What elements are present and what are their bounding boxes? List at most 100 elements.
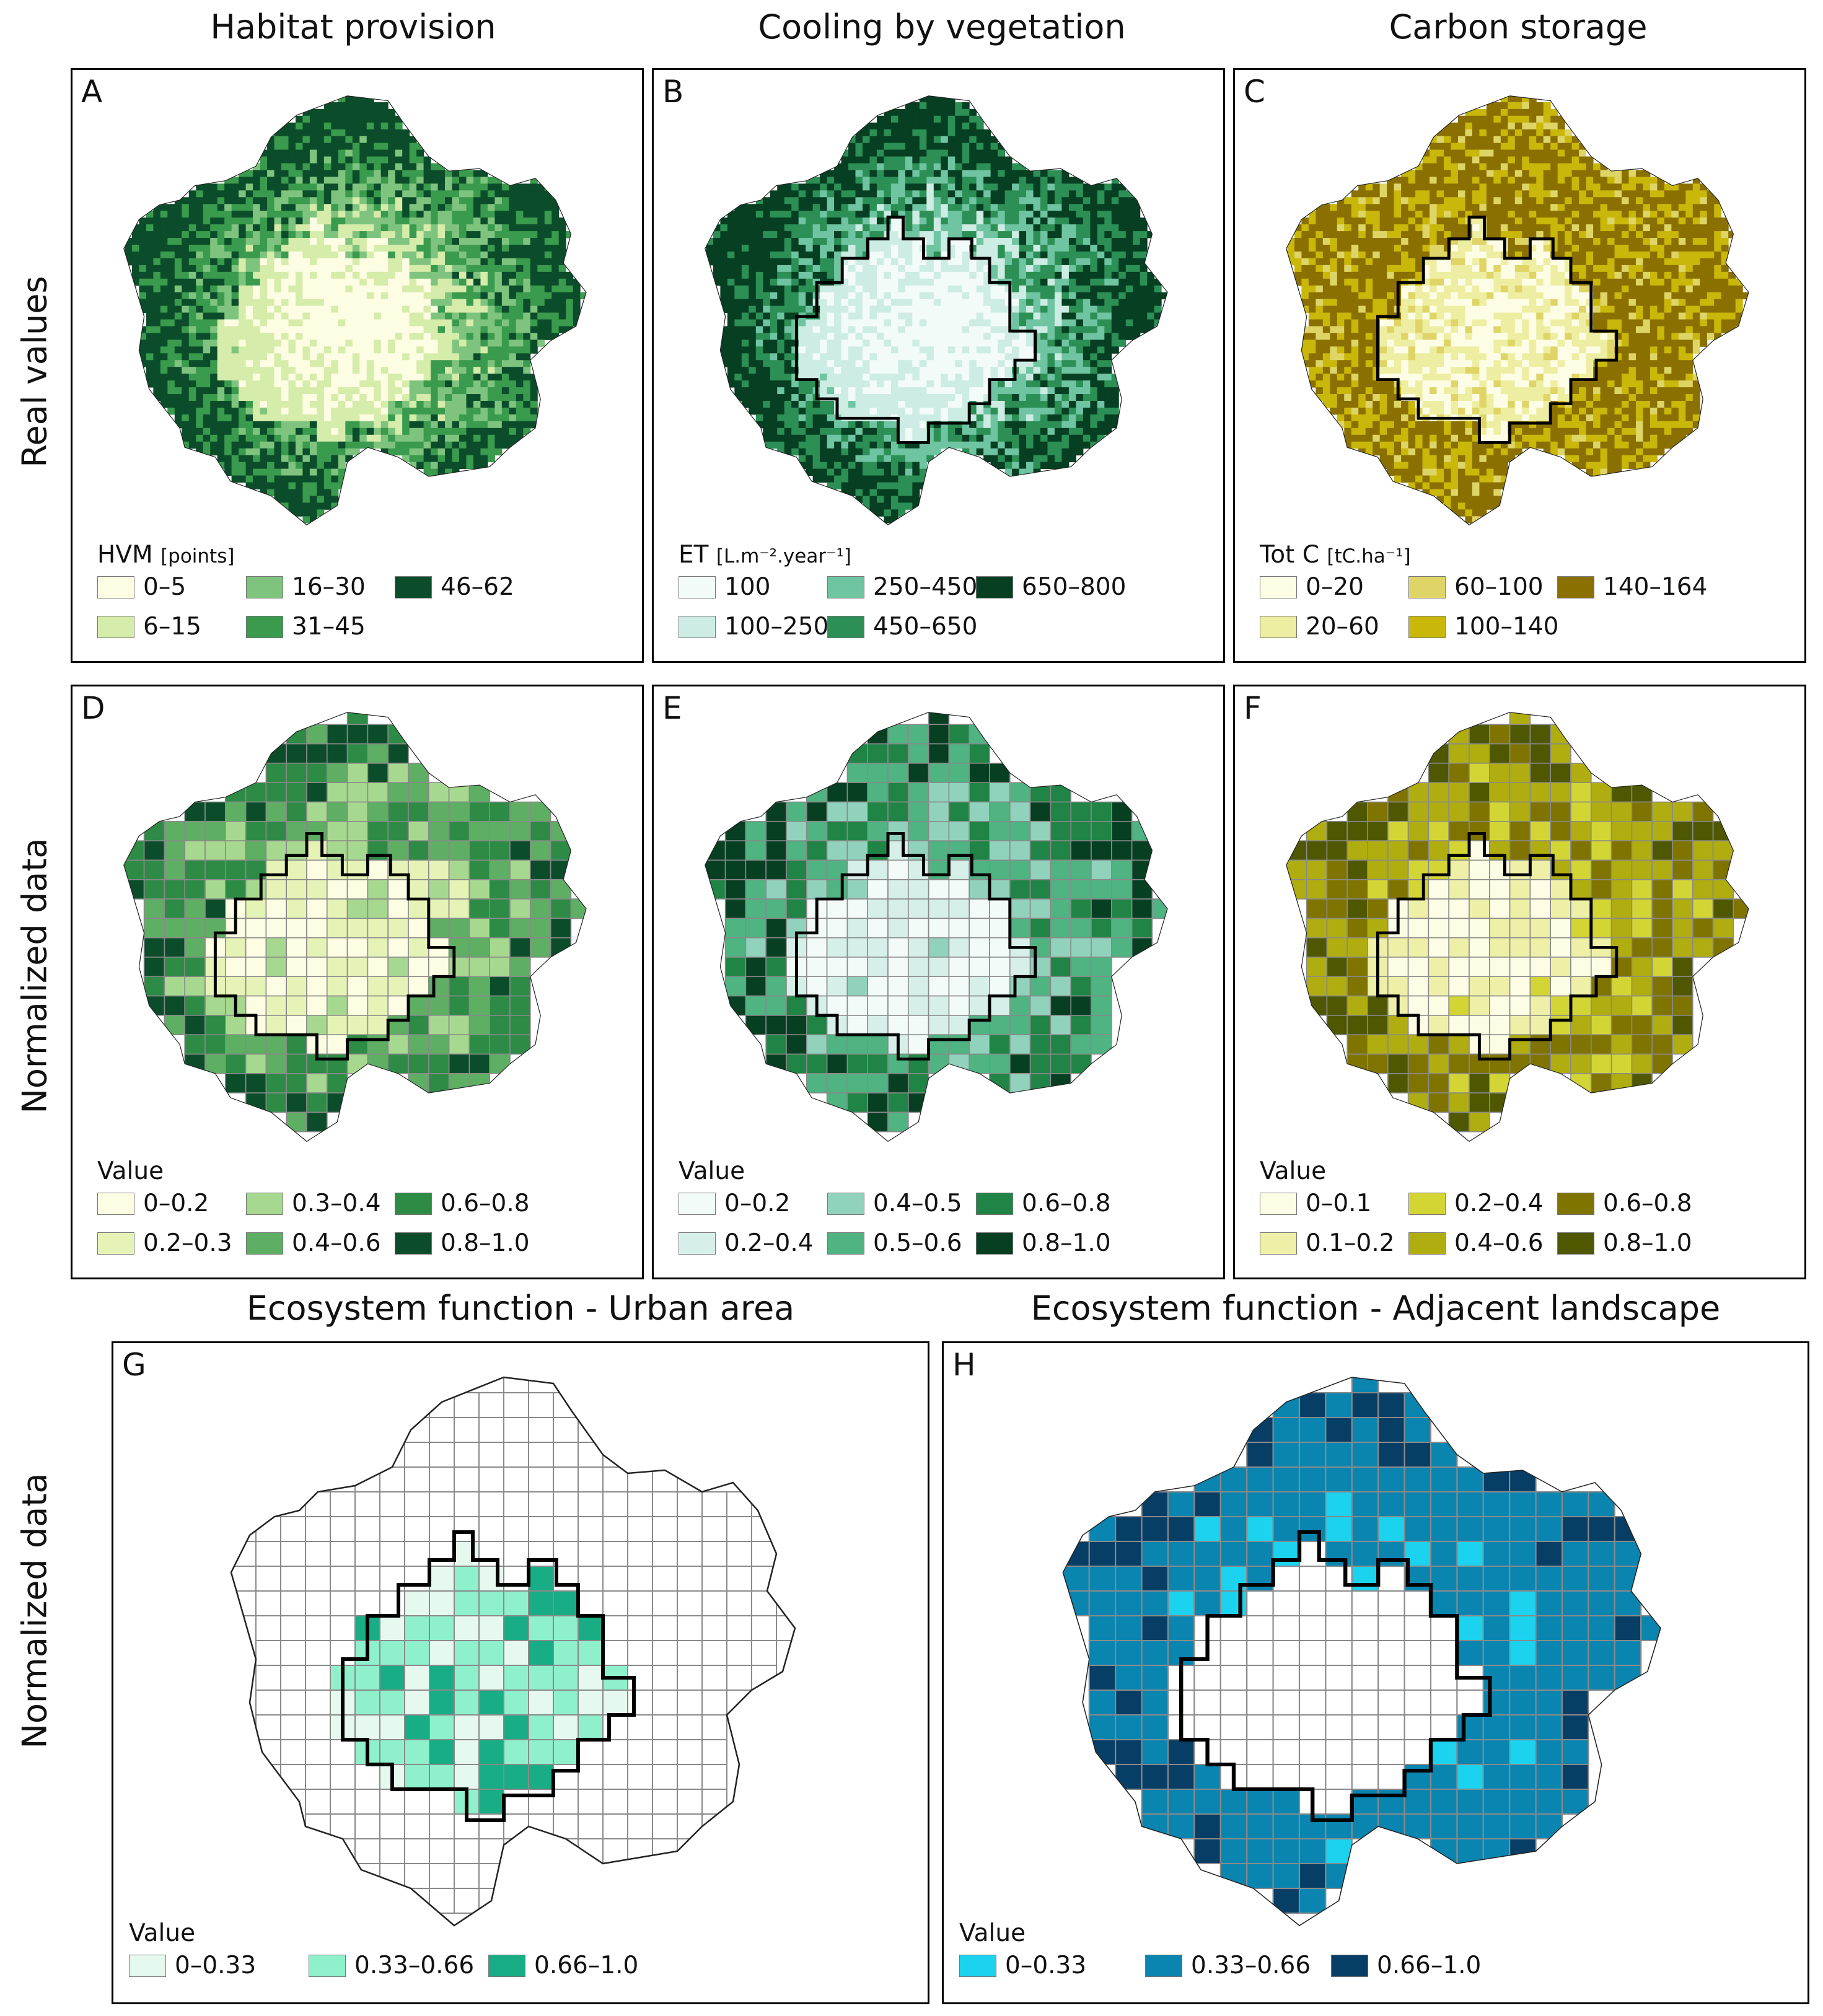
raster-cell <box>1076 197 1084 204</box>
raster-cell <box>1054 360 1062 367</box>
raster-cell <box>487 285 495 293</box>
raster-cell <box>267 462 275 470</box>
raster-cell <box>374 312 382 320</box>
raster-cell <box>431 244 439 252</box>
raster-cell <box>1061 183 1070 191</box>
raster-cell <box>260 292 268 300</box>
raster-cell <box>841 163 849 170</box>
raster-cell <box>245 482 253 489</box>
raster-cell <box>210 353 218 361</box>
raster-cell <box>890 299 898 307</box>
raster-cell <box>245 360 253 367</box>
raster-cell <box>1118 190 1127 198</box>
raster-cell <box>466 387 474 395</box>
raster-cell <box>884 258 892 266</box>
raster-cell <box>380 292 389 300</box>
raster-cell <box>416 400 424 408</box>
raster-cell <box>345 374 353 381</box>
raster-cell <box>160 251 168 259</box>
raster-cell <box>1076 217 1084 225</box>
raster-cell <box>523 312 531 320</box>
raster-cell <box>146 238 154 245</box>
raster-cell <box>551 258 560 266</box>
raster-cell <box>806 190 814 198</box>
raster-cell <box>416 217 424 225</box>
raster-cell <box>260 231 268 239</box>
raster-cell <box>473 265 481 273</box>
raster-cell <box>876 115 884 123</box>
raster-cell <box>274 387 282 395</box>
raster-cell <box>302 502 310 510</box>
raster-cell <box>395 136 403 144</box>
raster-cell <box>827 374 835 381</box>
raster-cell <box>395 278 403 286</box>
raster-cell <box>1097 285 1105 293</box>
raster-cell <box>1026 394 1034 401</box>
raster-cell <box>926 271 934 279</box>
raster-cell <box>260 407 268 415</box>
raster-cell <box>1054 170 1062 177</box>
raster-cell <box>359 360 367 367</box>
raster-cell <box>1026 258 1034 266</box>
raster-cell <box>1040 400 1048 408</box>
raster-cell <box>345 326 353 333</box>
raster-cell <box>359 340 367 347</box>
raster-cell <box>926 340 934 347</box>
raster-cell <box>359 427 367 436</box>
raster-cell <box>848 271 856 279</box>
raster-cell <box>1047 333 1055 340</box>
raster-cell <box>884 170 892 177</box>
raster-cell <box>203 333 211 340</box>
raster-cell <box>1004 217 1013 225</box>
raster-cell <box>884 333 892 340</box>
raster-cell <box>388 170 396 177</box>
raster-cell <box>480 421 488 429</box>
raster-cell <box>551 204 560 211</box>
raster-cell <box>509 407 517 415</box>
raster-cell <box>380 156 389 164</box>
raster-cell <box>784 292 792 300</box>
raster-cell <box>720 353 728 361</box>
raster-cell <box>905 231 913 239</box>
raster-cell <box>245 407 253 415</box>
raster-cell <box>352 149 360 157</box>
raster-cell <box>224 197 232 204</box>
raster-cell <box>416 265 424 273</box>
raster-cell <box>898 211 906 218</box>
raster-cell <box>898 149 906 157</box>
raster-cell <box>1083 353 1091 361</box>
raster-cell <box>253 407 261 415</box>
raster-cell <box>1104 367 1112 374</box>
raster-cell <box>323 217 332 225</box>
raster-cell <box>395 190 403 198</box>
raster-cell <box>409 407 417 415</box>
raster-cell <box>1061 177 1070 184</box>
raster-cell <box>274 448 282 456</box>
raster-cell <box>1012 353 1020 361</box>
raster-cell <box>841 394 849 401</box>
raster-cell <box>834 211 842 218</box>
raster-cell <box>338 224 346 232</box>
raster-cell <box>309 265 317 273</box>
raster-cell <box>437 163 446 170</box>
raster-cell <box>890 326 898 333</box>
raster-cell <box>1140 258 1148 266</box>
raster-cell <box>182 441 190 449</box>
raster-cell <box>473 244 481 252</box>
raster-cell <box>445 455 453 463</box>
raster-cell <box>309 197 317 204</box>
raster-cell <box>1012 387 1020 395</box>
raster-cell <box>374 136 382 144</box>
raster-cell <box>912 394 920 401</box>
raster-cell <box>459 374 467 381</box>
raster-cell <box>955 400 963 408</box>
raster-cell <box>331 333 339 340</box>
raster-cell <box>317 326 325 333</box>
raster-cell <box>480 367 488 374</box>
raster-cell <box>501 278 509 286</box>
raster-cell <box>416 163 424 170</box>
raster-cell <box>281 380 289 388</box>
raster-cell <box>174 217 182 225</box>
raster-cell <box>188 285 196 293</box>
raster-cell <box>905 258 913 266</box>
